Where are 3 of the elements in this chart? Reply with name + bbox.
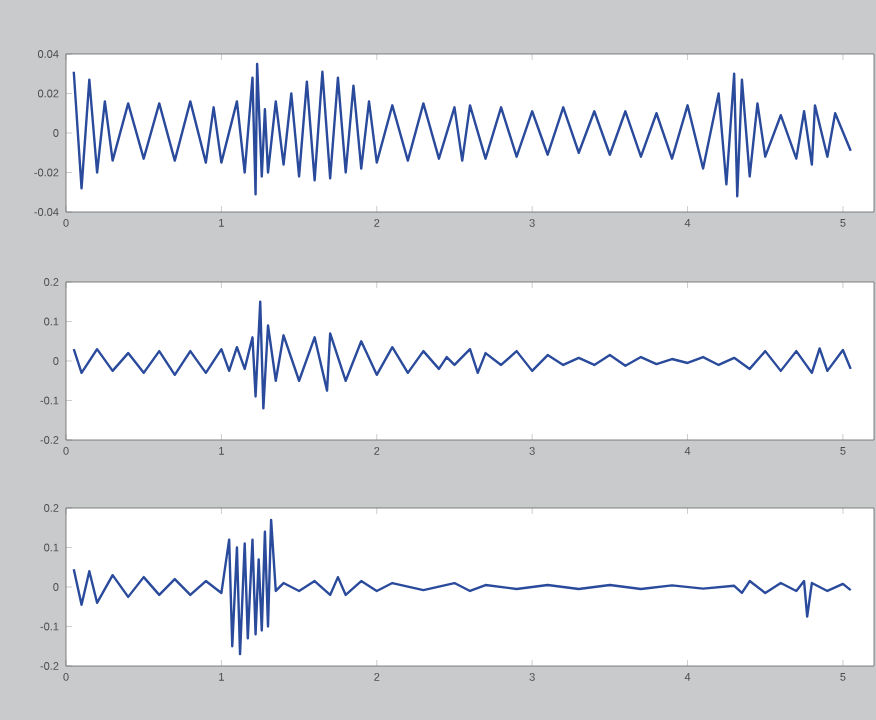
line-series: [72, 62, 852, 198]
line-series: [72, 300, 852, 410]
line-series: [72, 518, 852, 656]
